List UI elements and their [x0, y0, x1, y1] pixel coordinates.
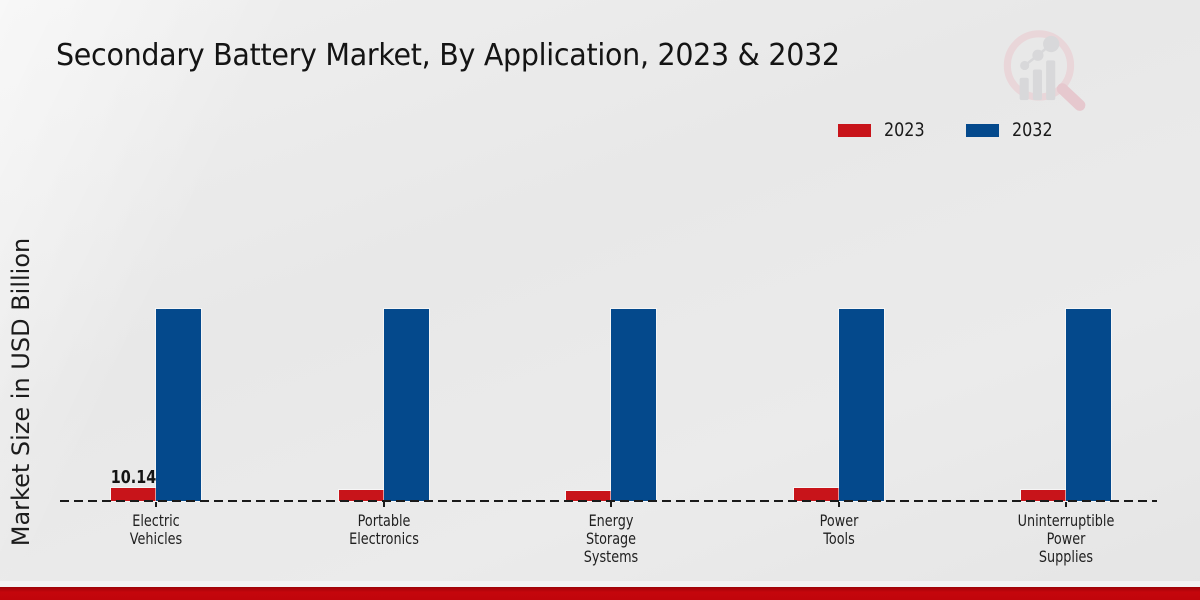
- axis-tick-electric-vehicles: [155, 502, 157, 507]
- category-label-energy-storage-systems: Energy Storage Systems: [583, 511, 639, 566]
- bar-2032-energy-storage-systems: [611, 309, 656, 501]
- bar-2032-uninterruptible-power-supplies: [1066, 309, 1111, 501]
- legend-swatch-2023: [838, 123, 871, 137]
- bar-2023-electric-vehicles: [111, 488, 156, 501]
- bar-2023-power-tools: [793, 487, 839, 501]
- bar-2032-power-tools: [838, 309, 884, 501]
- axis-tick-power-tools: [837, 502, 840, 507]
- category-label-portable-electronics: Portable Electronics: [348, 511, 419, 548]
- axis-tick-energy-storage-systems: [610, 502, 612, 507]
- bar-2032-electric-vehicles: [156, 309, 201, 501]
- chart-title: Secondary Battery Market, By Application…: [56, 38, 840, 73]
- category-label-uninterruptible-power-supplies: Uninterruptible Power Supplies: [1017, 511, 1115, 566]
- bar-2023-portable-electronics: [338, 490, 384, 501]
- footer-red-bar: [0, 587, 1200, 600]
- x-axis-baseline: [60, 500, 1157, 502]
- mrfr-logo-watermark: [1003, 30, 1086, 111]
- legend-swatch-2032: [966, 123, 1000, 137]
- footer-divider: [0, 581, 1200, 587]
- legend-label-2023: 2023: [884, 119, 925, 141]
- bar-2023-energy-storage-systems: [566, 490, 611, 501]
- legend-label-2032: 2032: [1012, 119, 1053, 141]
- data-label-2023-electric-vehicles: 10.14: [110, 467, 157, 489]
- category-label-electric-vehicles: Electric Vehicles: [129, 511, 183, 548]
- axis-tick-portable-electronics: [382, 502, 385, 507]
- category-label-power-tools: Power Tools: [819, 511, 858, 548]
- bar-2032-portable-electronics: [383, 309, 429, 501]
- bar-2023-uninterruptible-power-supplies: [1021, 489, 1066, 501]
- legend: 2023 2032: [838, 119, 1061, 141]
- axis-tick-uninterruptible-power-supplies: [1065, 502, 1067, 507]
